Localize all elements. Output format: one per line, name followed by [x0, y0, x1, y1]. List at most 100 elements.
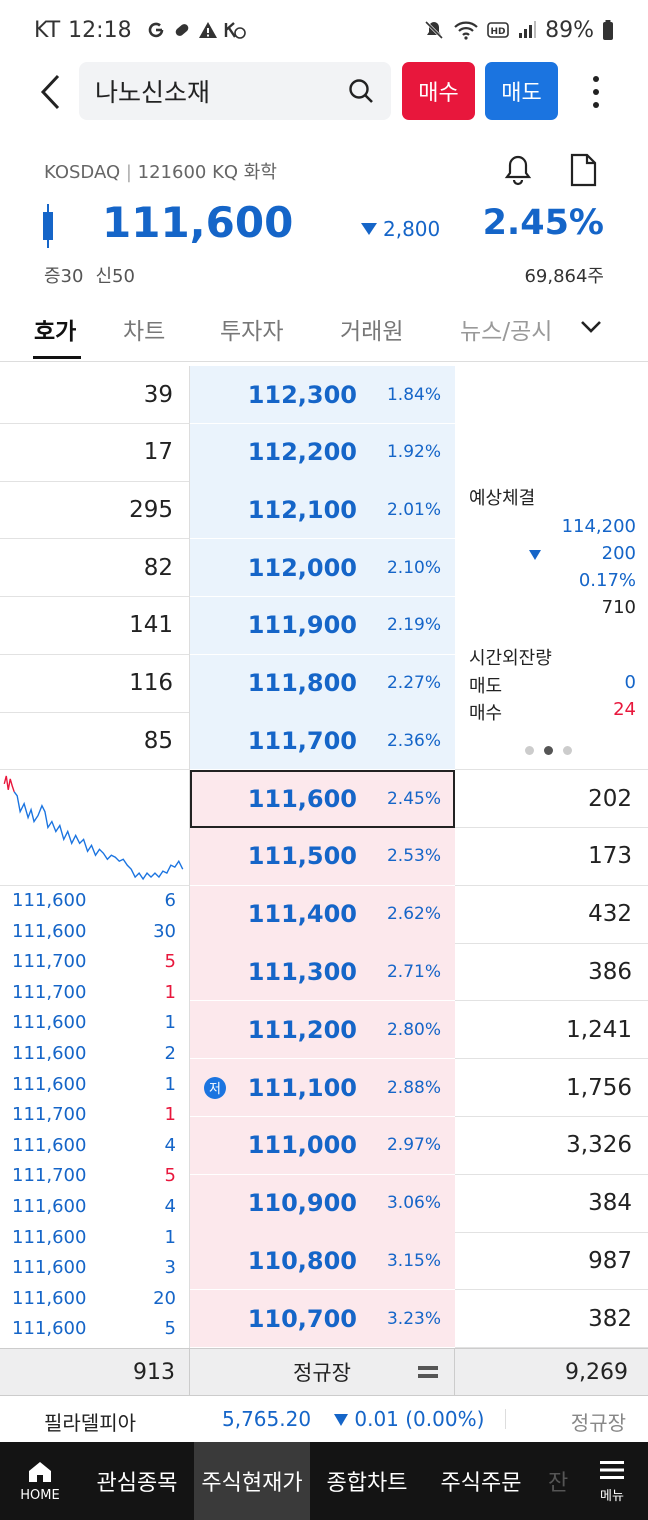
bid-quantity: 384 [455, 1175, 648, 1233]
bid-row[interactable]: 111,000 2.97% 3,326 [0, 1116, 648, 1175]
nav-menu[interactable]: 메뉴 [576, 1442, 648, 1520]
tab-broker[interactable]: 거래원 [340, 319, 404, 345]
tick-row: 111,700 5 [0, 1165, 190, 1196]
margin-info: 증30 신50 [44, 262, 135, 288]
ask-price-cell[interactable]: 112,300 1.84% [190, 366, 455, 424]
ask-price-cell[interactable]: 111,700 2.36% [190, 712, 455, 771]
tick-qty: 30 [153, 920, 176, 942]
ask-row[interactable]: 141 111,900 2.19% [0, 596, 648, 655]
bid-price-cell[interactable]: 110,700 3.23% [190, 1290, 455, 1349]
bid-quantity: 1,756 [455, 1059, 648, 1117]
more-options-icon[interactable] [584, 70, 608, 114]
bid-rate: 2.71% [386, 961, 441, 982]
bid-price-cell[interactable]: 111,400 2.62% [190, 885, 455, 944]
tick-price: 111,600 [12, 890, 87, 911]
ask-price-cell[interactable]: 111,900 2.19% [190, 596, 455, 655]
tick-row: 111,600 5 [0, 1318, 190, 1349]
current-price: 111,600 [102, 198, 294, 247]
tick-list[interactable]: 111,600 6 111,600 30 111,700 5 111,700 1 111,600… [0, 886, 190, 1348]
tick-row: 111,600 3 [0, 1257, 190, 1288]
expected-trade-panel[interactable]: 예상체결 114,200 200 0.17% 710 시간외잔량 매도 0 매수… [455, 366, 648, 770]
bid-price-cell[interactable]: 111,500 2.53% [190, 827, 455, 886]
tick-qty: 3 [164, 1257, 176, 1279]
bid-price-cell[interactable]: 111,300 2.71% [190, 943, 455, 1002]
ask-row[interactable]: 17 112,200 1.92% [0, 423, 648, 482]
bid-quantity: 3,326 [455, 1117, 648, 1175]
bid-row[interactable]: 저 111,100 2.88% 1,756 [0, 1059, 648, 1117]
intraday-mini-chart[interactable] [0, 770, 190, 886]
price-change: 2,800 [360, 217, 440, 241]
ask-row[interactable]: 39 112,300 1.84% [0, 366, 648, 424]
bid-price-cell[interactable]: 110,800 3.15% [190, 1232, 455, 1291]
index-session: 정규장 [570, 1411, 626, 1435]
nav-watchlist[interactable]: 관심종목 [96, 1471, 178, 1496]
page-indicator [525, 746, 572, 755]
wifi-icon [454, 21, 478, 40]
stock-search-input[interactable]: 나노신소재 [79, 62, 391, 120]
nav-order[interactable]: 주식주문 [440, 1471, 522, 1496]
bid-rate: 2.45% [386, 788, 441, 809]
search-icon[interactable] [347, 77, 375, 105]
bid-row[interactable]: 110,700 3.23% 382 [0, 1290, 648, 1349]
bid-quantity: 173 [455, 828, 648, 886]
bid-row[interactable]: 110,800 3.15% 987 [0, 1232, 648, 1291]
session-label[interactable]: 정규장 [190, 1349, 455, 1395]
ask-price: 112,000 [247, 553, 357, 582]
bid-row[interactable]: 111,600 2.45% 202 [0, 770, 648, 828]
ask-price: 112,300 [247, 380, 357, 409]
ask-row[interactable]: 295 112,100 2.01% [0, 481, 648, 540]
bid-row[interactable]: 111,400 2.62% 432 [0, 885, 648, 944]
nav-chart[interactable]: 종합차트 [326, 1471, 408, 1496]
index-change: 0.01 (0.00%) [334, 1407, 484, 1431]
nav-more-item[interactable]: 잔 [548, 1471, 569, 1496]
bid-price: 111,300 [247, 957, 357, 986]
tab-investor[interactable]: 투자자 [220, 319, 284, 345]
stock-meta: KOSDAQ | 121600 KQ 화학 [44, 158, 277, 184]
bid-price-cell[interactable]: 111,200 2.80% [190, 1001, 455, 1060]
document-icon[interactable] [566, 152, 600, 188]
bid-price: 111,000 [247, 1131, 357, 1160]
ask-row[interactable]: 82 112,000 2.10% [0, 539, 648, 598]
bid-row[interactable]: 111,500 2.53% 173 [0, 827, 648, 886]
total-ask-qty: 913 [0, 1349, 190, 1395]
bid-row[interactable]: 110,900 3.06% 384 [0, 1174, 648, 1233]
tick-price: 111,600 [12, 1043, 87, 1064]
tick-qty: 5 [164, 1165, 176, 1187]
bid-quantity: 432 [455, 886, 648, 944]
bid-price-cell[interactable]: 저 111,100 2.88% [190, 1059, 455, 1117]
ask-price-cell[interactable]: 112,000 2.10% [190, 539, 455, 598]
back-arrow-icon[interactable] [36, 70, 66, 114]
tab-news[interactable]: 뉴스/공시 [460, 319, 553, 345]
search-value: 나노신소재 [95, 78, 211, 107]
equal-icon[interactable] [417, 1363, 439, 1381]
tick-qty: 1 [164, 981, 176, 1003]
ask-price-cell[interactable]: 111,800 2.27% [190, 654, 455, 713]
buy-button[interactable]: 매수 [402, 62, 475, 120]
ask-row[interactable]: 116 111,800 2.27% [0, 654, 648, 713]
mini-chart-line-blue [13, 791, 184, 881]
ask-price-cell[interactable]: 112,100 2.01% [190, 481, 455, 540]
bid-price: 111,100 [247, 1073, 357, 1102]
ask-rate: 2.01% [386, 499, 441, 520]
nav-home[interactable]: HOME [0, 1442, 80, 1520]
chevron-down-icon[interactable] [578, 314, 604, 340]
sell-button[interactable]: 매도 [485, 62, 558, 120]
tick-row: 111,600 6 [0, 890, 190, 921]
index-ticker[interactable]: 필라델피아 5,765.20 0.01 (0.00%) 정규장 [0, 1396, 648, 1442]
tab-chart[interactable]: 차트 [123, 319, 166, 345]
bid-price-cell[interactable]: 110,900 3.06% [190, 1174, 455, 1233]
svg-text:HD: HD [491, 27, 506, 37]
tab-orderbook[interactable]: 호가 [34, 319, 77, 345]
ask-price-cell[interactable]: 112,200 1.92% [190, 423, 455, 482]
ask-quantity: 295 [0, 481, 190, 540]
bid-row[interactable]: 111,300 2.71% 386 [0, 943, 648, 1002]
ask-price: 111,800 [247, 669, 357, 697]
bid-price-cell[interactable]: 111,000 2.97% [190, 1116, 455, 1175]
bid-price-cell[interactable]: 111,600 2.45% [190, 770, 455, 828]
bid-row[interactable]: 111,200 2.80% 1,241 [0, 1001, 648, 1060]
ask-row[interactable]: 85 111,700 2.36% [0, 712, 648, 771]
bell-icon[interactable] [500, 152, 536, 188]
bid-quantity: 386 [455, 943, 648, 1002]
nav-current-price[interactable]: 주식현재가 [194, 1442, 310, 1520]
ask-quantity: 116 [0, 654, 190, 713]
